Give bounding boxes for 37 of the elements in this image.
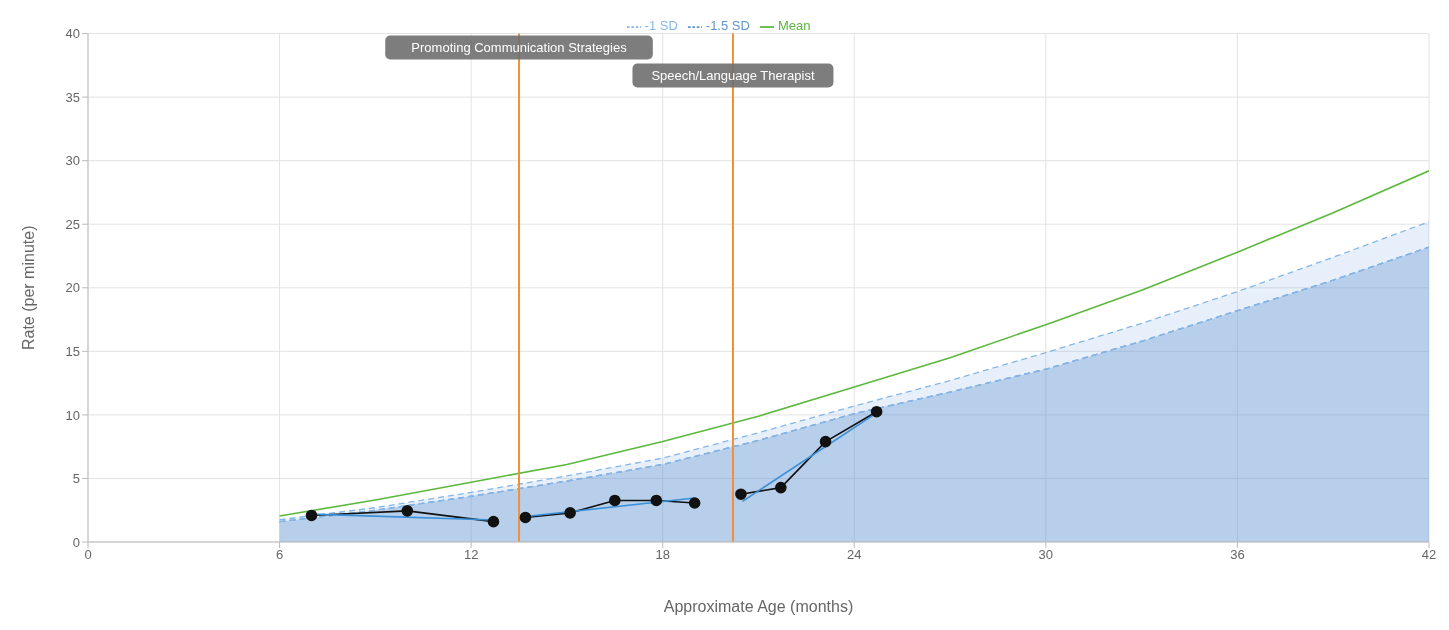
- x-tick-label: 24: [847, 547, 862, 563]
- y-tick-label: 0: [72, 534, 80, 550]
- point: [775, 481, 787, 494]
- legend-label: -1 SD: [644, 18, 678, 33]
- line-series: [278, 170, 1429, 517]
- y-tick-label: 30: [65, 153, 80, 169]
- y-axis-title: Rate (per minute): [19, 225, 37, 351]
- x-axis-title: Approximate Age (months): [663, 598, 854, 615]
- y-tick-label: 5: [72, 471, 80, 487]
- x-tick-label: 42: [1421, 547, 1437, 563]
- point: [688, 497, 701, 509]
- x-tick-label: 12: [463, 547, 479, 563]
- ref-line-label: Promoting Communication Strategies: [411, 40, 628, 56]
- point: [564, 507, 576, 519]
- y-tick-label: 40: [65, 26, 80, 42]
- x-tick-label: 30: [1038, 547, 1054, 563]
- x-tick-label: 6: [275, 547, 284, 563]
- y-tick-label: 10: [65, 407, 80, 423]
- x-tick-label: 0: [84, 547, 92, 563]
- x-tick-label: 36: [1230, 547, 1245, 563]
- point: [609, 494, 621, 507]
- point: [519, 511, 532, 524]
- x-tick-label: 18: [655, 547, 670, 563]
- legend-label: -1.5 SD: [705, 18, 750, 33]
- point: [650, 494, 663, 507]
- point: [870, 405, 883, 418]
- y-tick-label: 20: [65, 280, 80, 296]
- point: [305, 509, 318, 522]
- point: [819, 435, 832, 448]
- point: [487, 515, 500, 528]
- point: [401, 505, 414, 517]
- ref-line-label: Speech/Language Therapist: [651, 68, 815, 84]
- y-tick-label: 15: [65, 343, 80, 359]
- legend-label: Mean: [777, 18, 811, 33]
- point: [735, 488, 747, 501]
- y-tick-label: 25: [65, 216, 80, 232]
- y-tick-label: 35: [65, 89, 80, 105]
